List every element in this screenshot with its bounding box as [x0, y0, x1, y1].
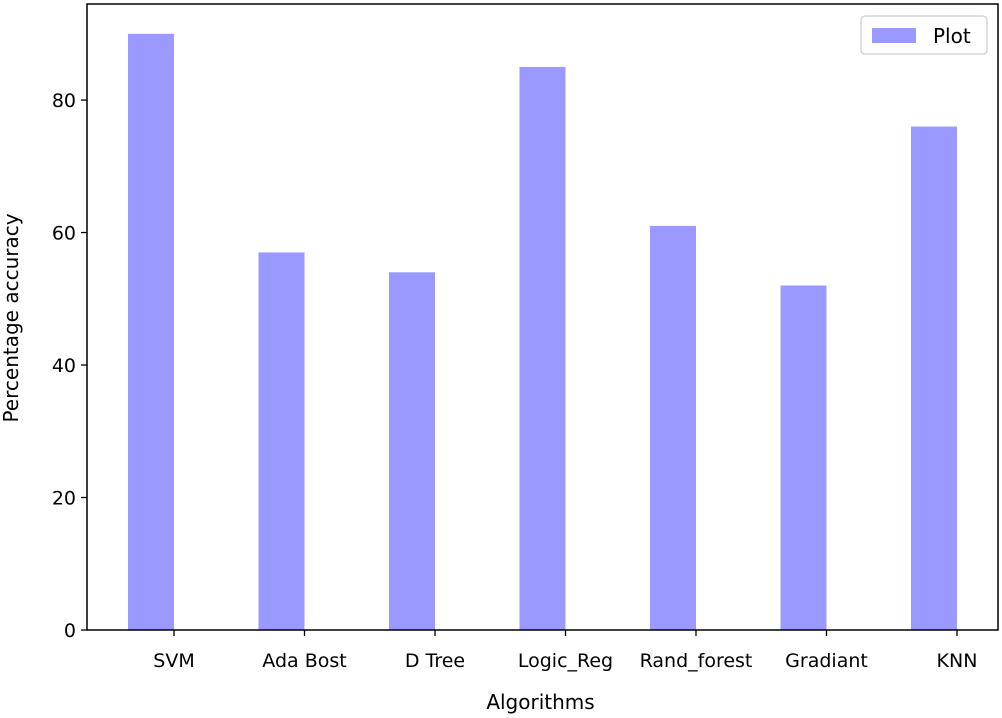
x-axis-label: Algorithms	[486, 690, 594, 714]
bar-ada-bost	[258, 252, 305, 630]
legend-swatch	[872, 28, 916, 43]
y-tick-label: 0	[64, 620, 76, 642]
bar-svm	[128, 33, 174, 631]
legend-box	[860, 15, 988, 55]
x-tick-label: Ada Bost	[262, 650, 346, 672]
y-tick-label: 60	[52, 223, 76, 245]
x-tick-label: D Tree	[405, 650, 465, 672]
y-tick-label: 20	[52, 488, 76, 510]
legend-label: Plot	[933, 24, 971, 48]
x-tick-label: SVM	[153, 650, 194, 672]
bars-group	[128, 33, 957, 631]
bar-gradiant	[780, 285, 827, 630]
bar-d-tree	[389, 272, 435, 630]
x-tick-label: Rand_forest	[640, 650, 753, 672]
x-axis-ticks: SVM Ada Bost D Tree Logic_Reg Rand_forest Gra…	[153, 630, 977, 672]
legend: Plot	[860, 15, 988, 55]
plot-frame	[86, 3, 999, 631]
y-axis-ticks: 0 20 40 60 80	[52, 90, 87, 642]
bar-logic-reg	[519, 66, 566, 630]
x-tick-label: Gradiant	[785, 650, 868, 672]
x-tick-label: KNN	[937, 650, 978, 672]
y-tick-label: 80	[52, 90, 76, 112]
bar-knn	[911, 126, 957, 630]
y-axis-label: Percentage accuracy	[0, 213, 23, 422]
x-tick-label: Logic_Reg	[518, 650, 613, 672]
bar-rand-forest	[650, 225, 696, 630]
y-tick-label: 40	[52, 355, 76, 377]
